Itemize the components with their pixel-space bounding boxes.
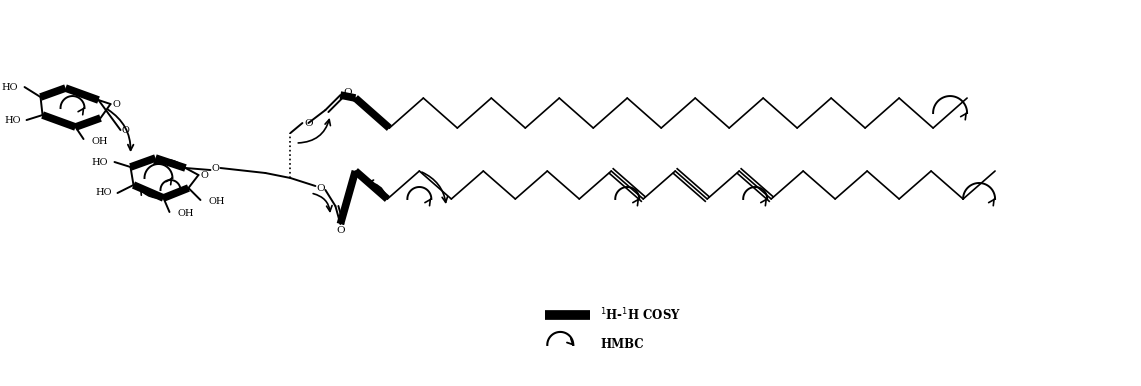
Text: O: O: [316, 183, 325, 193]
Text: HMBC: HMBC: [600, 339, 644, 351]
Text: HO: HO: [91, 157, 107, 166]
Text: OH: OH: [209, 198, 225, 207]
Text: O: O: [305, 119, 313, 127]
Text: OH: OH: [178, 210, 194, 218]
Text: OH: OH: [91, 137, 108, 146]
Text: $^{1}$H-$^{1}$H COSY: $^{1}$H-$^{1}$H COSY: [600, 306, 681, 323]
Text: O: O: [201, 171, 209, 179]
Text: O: O: [211, 164, 219, 173]
Text: HO: HO: [5, 115, 21, 125]
Text: HO: HO: [1, 83, 17, 91]
Text: O: O: [113, 100, 121, 108]
Text: O: O: [343, 88, 351, 96]
Text: O: O: [337, 227, 345, 235]
Text: O: O: [122, 125, 129, 135]
Text: HO: HO: [95, 188, 112, 198]
